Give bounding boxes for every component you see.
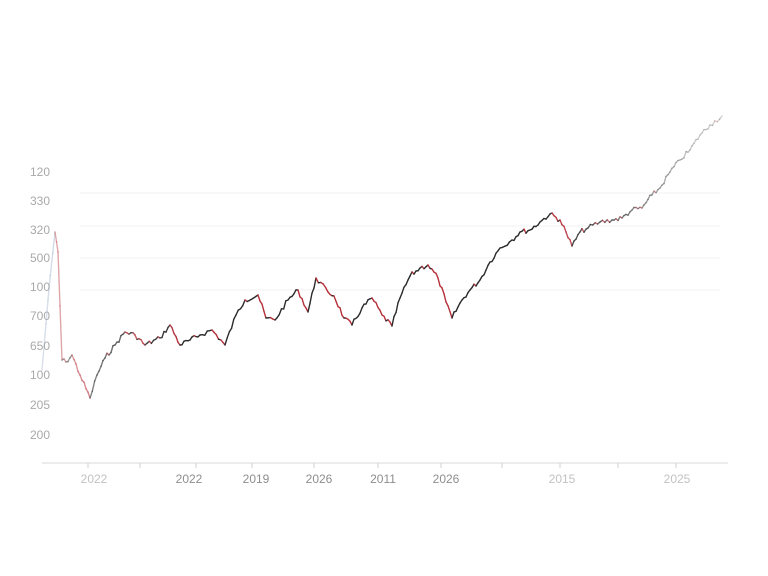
x-tick-label: 2022: [175, 472, 203, 486]
y-tick-label: 120: [30, 165, 51, 179]
y-tick-label: 100: [30, 280, 51, 294]
x-tick-label: 2026: [305, 472, 333, 486]
x-tick-label: 2011: [370, 472, 396, 486]
x-tick-label: 2022: [80, 472, 108, 486]
price-line: [41, 115, 723, 399]
x-axis-ticks: [87, 463, 677, 468]
y-tick-label: 500: [30, 251, 51, 265]
gridlines: [80, 192, 720, 291]
y-tick-label: 650: [30, 339, 51, 353]
y-tick-label: 100: [30, 368, 51, 382]
y-tick-label: 700: [30, 309, 51, 323]
y-tick-label: 320: [30, 223, 51, 237]
y-tick-label: 330: [30, 194, 51, 208]
x-tick-label: 2025: [663, 472, 691, 486]
y-tick-label: 200: [30, 428, 51, 442]
x-tick-label: 2019: [242, 472, 270, 486]
x-tick-label: 2026: [432, 472, 460, 486]
x-tick-label: 2015: [548, 472, 576, 486]
y-tick-label: 205: [30, 398, 51, 412]
